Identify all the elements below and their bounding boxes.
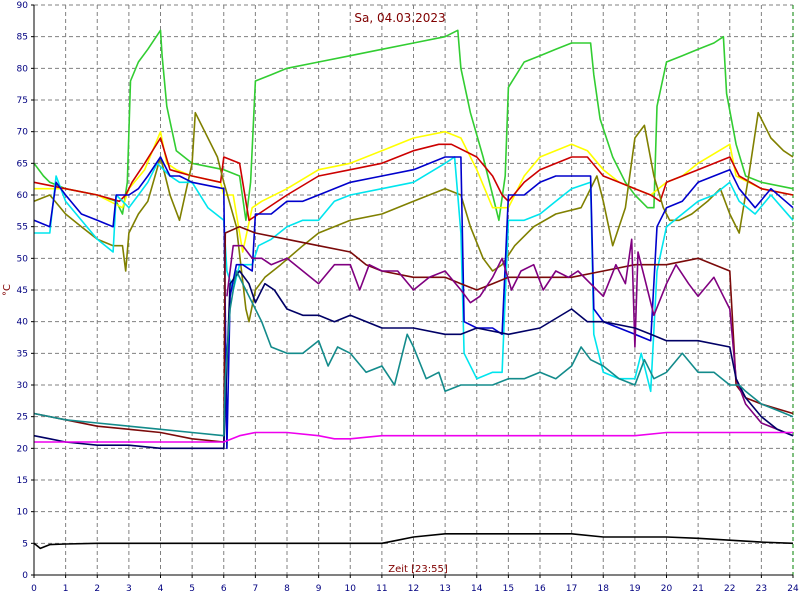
x-tick-label: 9 <box>316 584 322 594</box>
series-line-11 <box>34 431 793 443</box>
x-tick-label: 17 <box>566 584 577 594</box>
series-line-12 <box>33 533 794 550</box>
series-line-9 <box>33 270 794 450</box>
y-tick-label: 90 <box>17 1 29 11</box>
y-tick-label: 5 <box>22 539 28 549</box>
x-tick-label: 4 <box>158 584 164 594</box>
x-tick-label: 20 <box>661 584 673 594</box>
x-tick-label: 19 <box>629 584 641 594</box>
x-tick-labels: 0 1 2 3 4 5 6 7 8 9 10 11 12 13 14 15 16 17 18 19 20 21 22 23 24 <box>31 584 799 594</box>
y-tick-label: 60 <box>17 191 29 201</box>
series-line-5 <box>34 156 794 393</box>
x-tick-label: 21 <box>692 584 703 594</box>
y-tick-label: 75 <box>17 96 28 106</box>
x-tick-label: 18 <box>598 584 610 594</box>
series-line-10 <box>33 270 794 437</box>
x-tick-label: 6 <box>221 584 227 594</box>
y-tick-label: 45 <box>17 286 28 296</box>
x-tick-label: 5 <box>189 584 195 594</box>
y-tick-label: 50 <box>17 254 29 264</box>
x-tick-label: 14 <box>471 584 483 594</box>
y-tick-label: 30 <box>17 381 29 391</box>
x-tick-label: 22 <box>724 584 735 594</box>
y-tick-label: 15 <box>17 476 28 486</box>
series-line-2 <box>34 130 794 253</box>
y-tick-label: 70 <box>17 128 29 138</box>
x-tick-label: 1 <box>63 584 69 594</box>
x-tick-label: 7 <box>253 584 259 594</box>
series-line-4 <box>33 111 794 323</box>
x-tick-label: 15 <box>503 584 514 594</box>
y-axis-label: °C <box>2 284 13 296</box>
series-line-1 <box>33 29 794 222</box>
x-tick-label: 2 <box>94 584 100 594</box>
y-tick-labels: 0 5 10 15 20 25 30 35 40 45 50 55 60 65 70 75 80 85 90 <box>17 1 29 581</box>
x-tick-label: 8 <box>284 584 290 594</box>
y-tick-label: 80 <box>17 64 29 74</box>
y-tick-label: 40 <box>17 318 29 328</box>
x-tick-label: 16 <box>534 584 546 594</box>
chart-axes <box>31 4 794 578</box>
x-tick-label: 24 <box>787 584 799 594</box>
series-line-3 <box>33 137 794 222</box>
y-tick-label: 85 <box>17 33 28 43</box>
x-tick-label: 23 <box>756 584 767 594</box>
x-tick-label: 11 <box>376 584 387 594</box>
series-line-6 <box>33 156 794 450</box>
x-axis-label: Zeit [23:55] <box>388 564 448 575</box>
x-tick-label: 3 <box>126 584 132 594</box>
x-tick-label: 13 <box>439 584 450 594</box>
chart-series-group <box>33 29 794 550</box>
y-tick-label: 10 <box>17 508 29 518</box>
y-tick-label: 65 <box>17 159 28 169</box>
y-tick-label: 35 <box>17 349 28 359</box>
y-tick-label: 20 <box>17 444 29 454</box>
x-tick-label: 12 <box>408 584 419 594</box>
series-line-8 <box>226 238 794 437</box>
y-tick-label: 55 <box>17 223 28 233</box>
chart-title: Sa, 04.03.2023 <box>354 11 445 25</box>
y-tick-label: 25 <box>17 413 28 423</box>
x-tick-label: 10 <box>345 584 357 594</box>
x-tick-label: 0 <box>31 584 37 594</box>
y-tick-label: 0 <box>22 571 28 581</box>
